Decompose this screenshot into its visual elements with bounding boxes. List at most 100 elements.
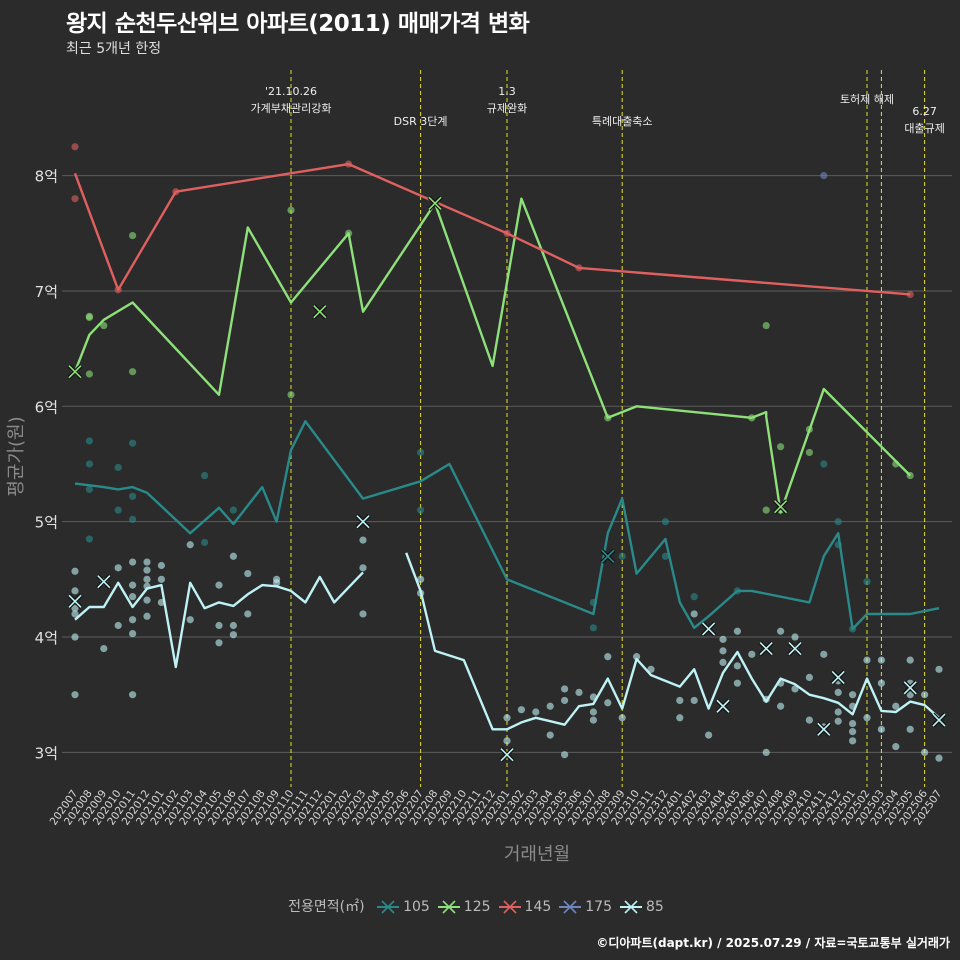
source-caption: ©디아파트(dapt.kr) / 2025.07.29 / 자료=국토교통부 실… [596, 936, 950, 950]
data-point-105 [129, 492, 137, 500]
data-point-85 [863, 714, 871, 722]
data-point-85 [777, 702, 785, 710]
data-point-125 [777, 443, 785, 451]
data-point-85 [762, 748, 770, 756]
data-point-145 [906, 290, 914, 299]
data-point-85 [71, 604, 79, 612]
data-point-85 [229, 621, 237, 630]
data-point-125 [85, 370, 93, 378]
data-point-85 [561, 751, 569, 759]
data-point-125 [287, 206, 295, 214]
data-point-85 [244, 610, 252, 618]
policy-label: 1.3 [498, 85, 516, 98]
data-point-125 [762, 321, 770, 330]
data-point-85 [877, 656, 886, 664]
x-axis-title: 거래년월 [504, 844, 570, 865]
data-point-85 [690, 696, 698, 705]
data-point-85 [129, 581, 137, 589]
data-point-175 [820, 171, 828, 180]
data-point-105 [863, 578, 871, 586]
data-point-85 [849, 719, 857, 728]
y-tick-label: 7억 [35, 283, 58, 301]
data-point-85 [215, 581, 223, 589]
data-point-85 [676, 696, 684, 705]
data-point-105 [820, 460, 828, 468]
data-point-85 [647, 665, 655, 673]
data-point-145 [71, 143, 79, 151]
data-point-85 [186, 616, 194, 624]
data-point-85 [215, 621, 223, 630]
data-point-105 [661, 518, 670, 526]
y-tick-label: 5억 [35, 514, 58, 532]
data-point-105 [417, 448, 425, 457]
cross-marker-105 [601, 549, 615, 563]
y-tick-label: 4억 [35, 629, 58, 647]
policy-label: 대출규제 [904, 122, 944, 135]
data-point-105 [85, 437, 93, 445]
data-point-105 [229, 506, 237, 514]
data-point-85 [877, 679, 886, 687]
data-point-125 [762, 506, 770, 514]
data-point-85 [546, 702, 554, 710]
data-point-85 [244, 569, 252, 578]
data-point-85 [129, 616, 137, 624]
data-point-85 [892, 743, 900, 751]
legend-key-icon [620, 900, 642, 914]
cross-marker-85 [716, 699, 730, 713]
cross-marker-125 [774, 500, 788, 514]
data-point-125 [85, 313, 93, 322]
data-point-85 [71, 567, 79, 575]
legend-item-125: 125 [437, 899, 491, 915]
data-point-85 [517, 706, 526, 714]
data-point-85 [71, 633, 79, 641]
data-point-85 [114, 621, 122, 630]
cross-marker-85 [97, 575, 111, 589]
data-point-85 [589, 708, 598, 716]
data-point-85 [143, 596, 151, 604]
data-point-85 [849, 737, 857, 745]
data-point-85 [892, 702, 900, 710]
series-line-145 [73, 162, 911, 296]
data-point-85 [877, 725, 886, 733]
data-point-105 [618, 552, 626, 560]
legend-key-icon [498, 900, 521, 914]
policy-label: 가계부채관리강화 [251, 102, 332, 115]
data-point-85 [719, 647, 727, 655]
data-point-105 [690, 593, 698, 601]
data-point-85 [849, 691, 857, 699]
data-point-85 [705, 731, 713, 739]
policy-label: '21.10.26 [265, 85, 317, 98]
data-point-85 [114, 564, 122, 572]
data-point-85 [633, 653, 641, 661]
data-point-125 [129, 231, 137, 240]
data-point-85 [229, 631, 237, 639]
chart-subtitle: 최근 5개년 한정 [66, 41, 162, 57]
series-line-105 [74, 420, 940, 631]
cross-marker-85 [831, 670, 845, 684]
cross-marker-85 [932, 713, 946, 727]
data-point-105 [85, 535, 93, 543]
cross-marker-85 [702, 622, 716, 636]
chart-title: 왕지 순천두산위브 아파트(2011) 매매가격 변화 [66, 11, 530, 37]
data-point-85 [157, 561, 165, 570]
legend-item-85: 85 [620, 899, 664, 915]
data-point-125 [287, 391, 295, 399]
series-line-125 [73, 197, 912, 514]
cross-marker-125 [313, 305, 327, 319]
data-point-105 [129, 515, 137, 523]
data-point-105 [661, 552, 670, 560]
data-point-85 [719, 635, 727, 643]
cross-marker-125 [68, 365, 82, 379]
data-point-85 [618, 714, 626, 722]
cross-marker-85 [759, 642, 773, 656]
data-point-85 [273, 579, 281, 587]
data-point-85 [906, 691, 914, 699]
legend: 전용면적(㎡) 105 125 145 175 85 [0, 896, 960, 916]
data-point-85 [575, 688, 583, 697]
data-point-85 [546, 731, 554, 739]
legend-key-icon [437, 900, 460, 914]
data-point-85 [129, 593, 137, 601]
data-point-85 [676, 714, 684, 722]
data-point-85 [503, 737, 511, 745]
data-point-85 [359, 610, 367, 618]
